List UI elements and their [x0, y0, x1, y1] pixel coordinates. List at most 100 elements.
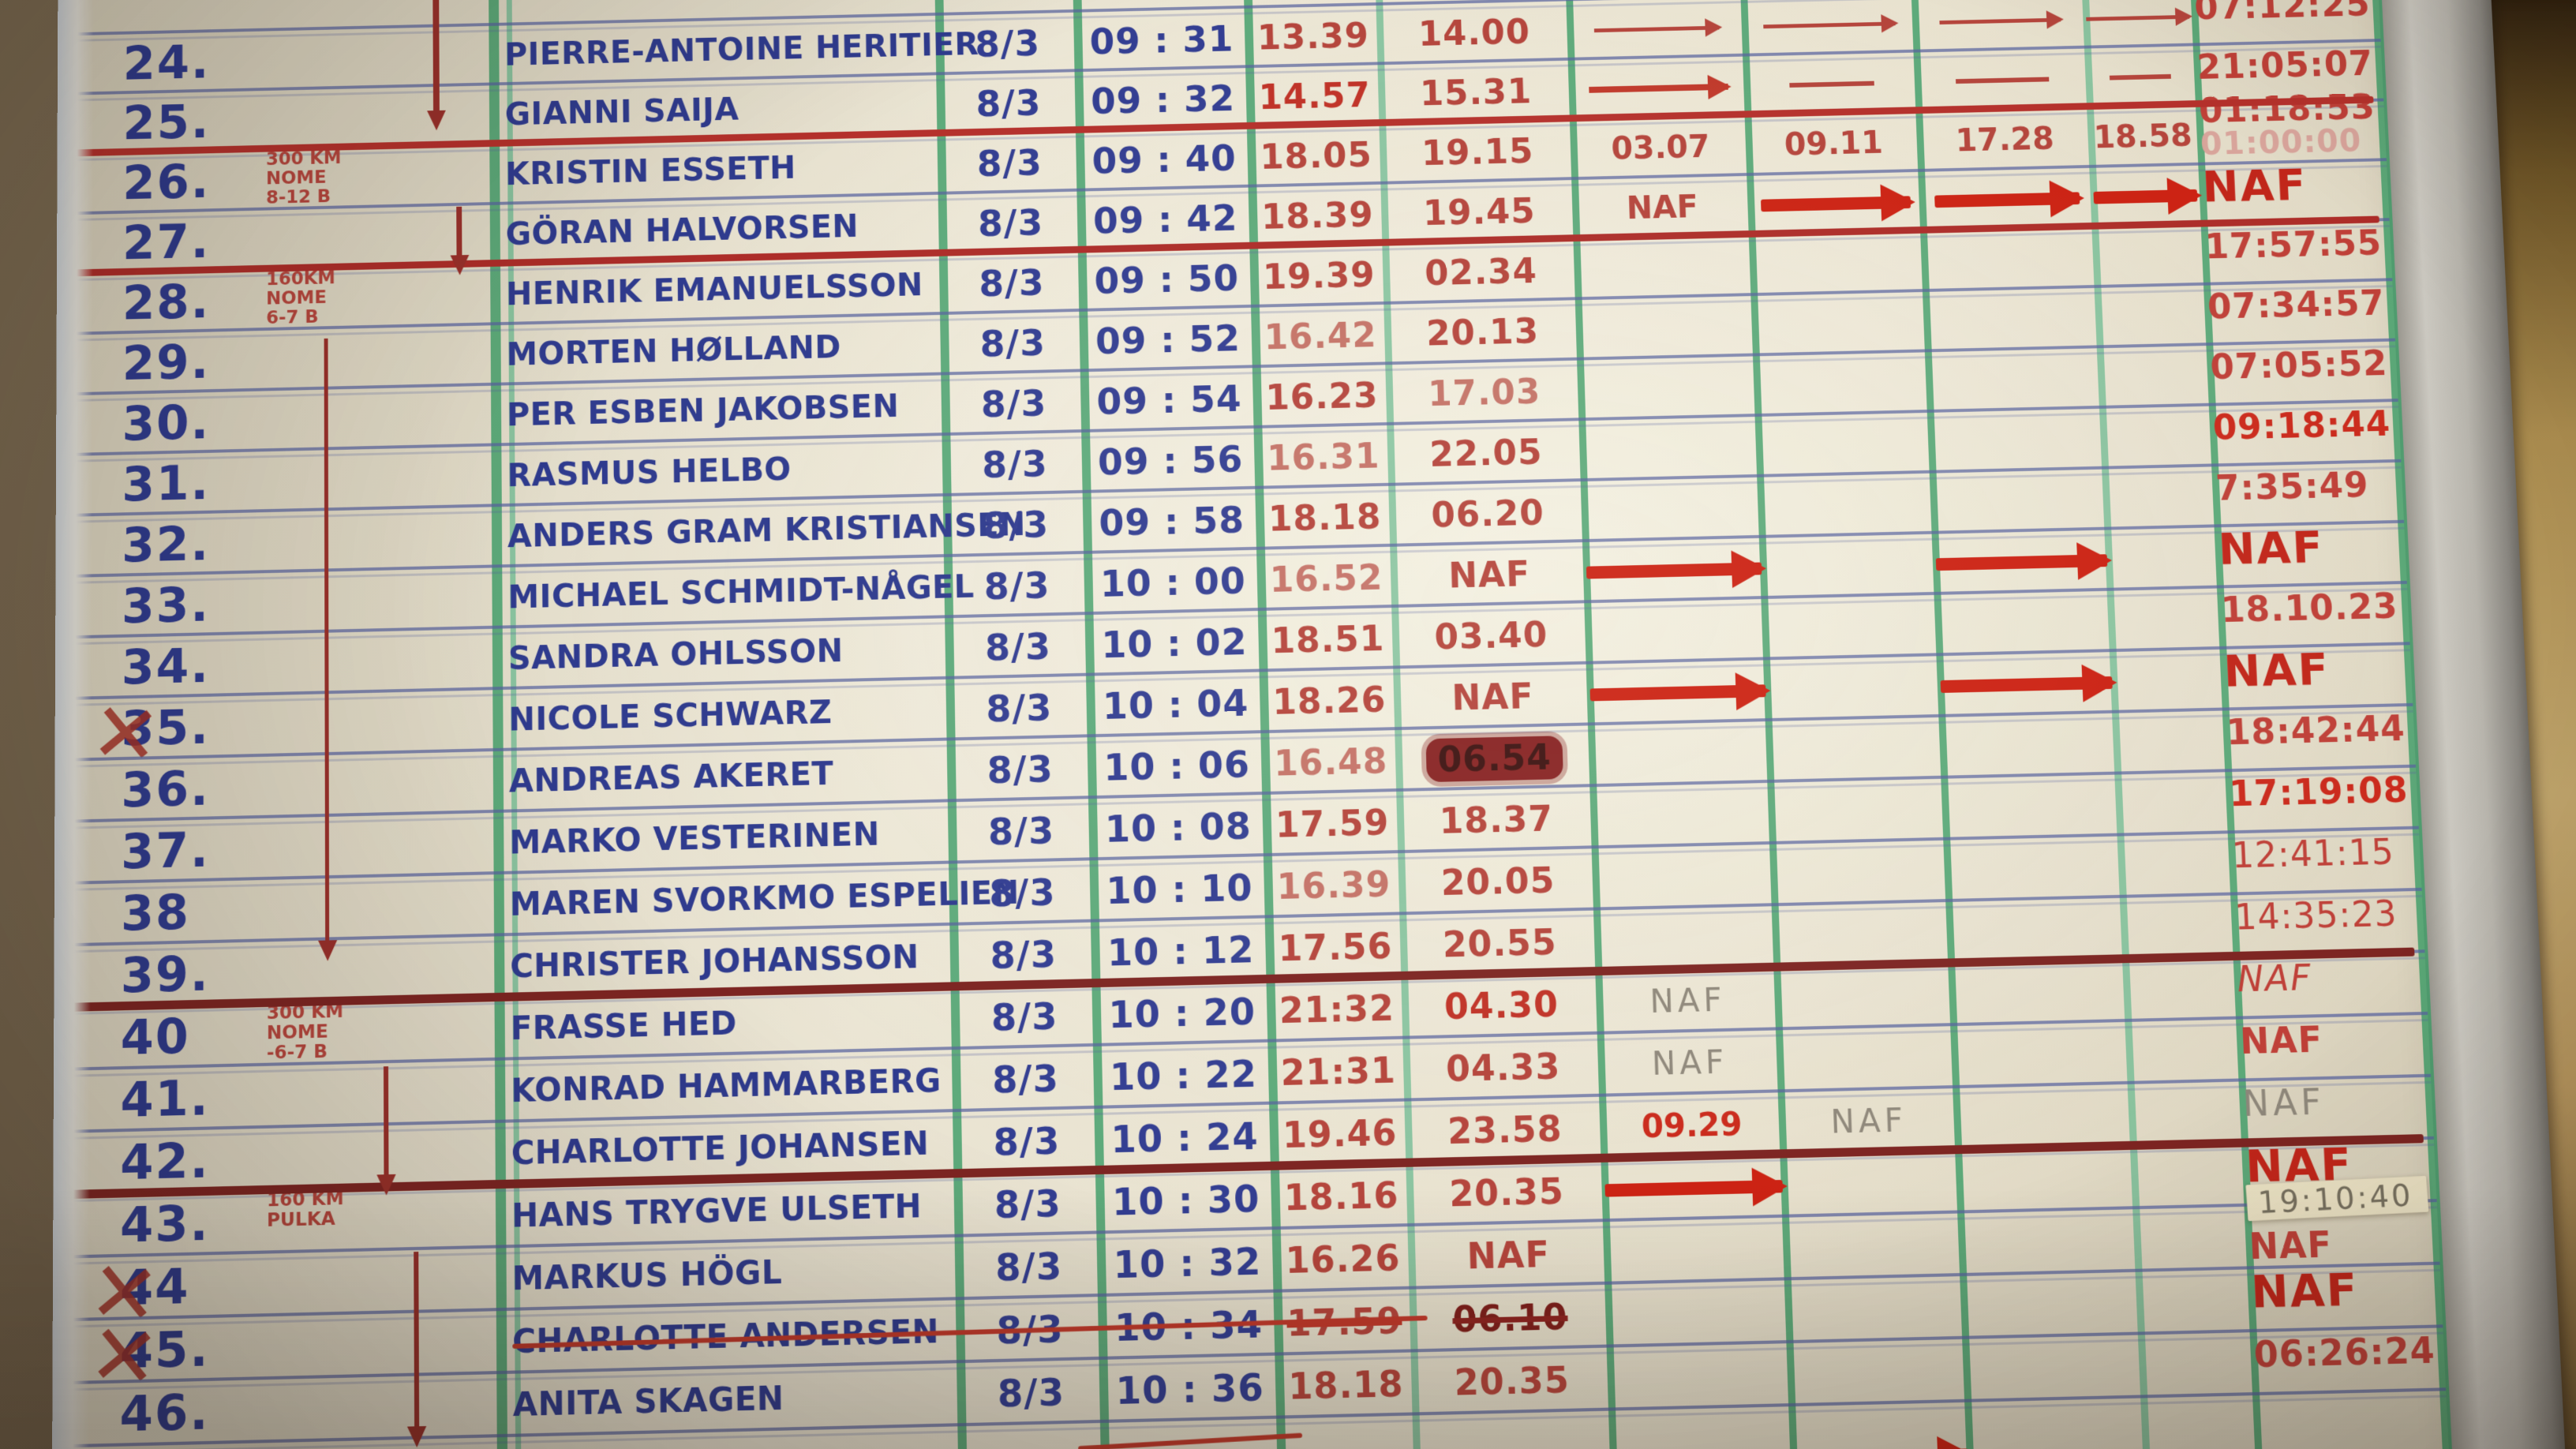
red-arrow-icon: [1589, 684, 1766, 702]
checkpoint-6-cell: [2139, 1270, 2248, 1335]
cell-text: 18.10.23: [2220, 586, 2399, 631]
cell-text: 07:34:57: [2207, 283, 2386, 328]
cell-text: 21:32: [1279, 987, 1395, 1032]
cell-text: 19.46: [1282, 1112, 1398, 1156]
checkpoint-4-cell: [1758, 413, 1931, 477]
checkpoint-2-cell: 20.35: [1414, 1348, 1611, 1416]
annotation-line: PULKA: [267, 1208, 335, 1231]
start-date-cell: 8/3: [940, 72, 1077, 135]
checkpoint-3-cell: [1586, 538, 1762, 603]
checkpoint-3-cell: [1582, 417, 1758, 481]
checkpoint-6-cell: [2095, 226, 2201, 288]
cell-text: 18.18: [1287, 1363, 1405, 1408]
checkpoint-1-cell: 18.18: [1258, 486, 1391, 550]
cell-text: 18.39: [1260, 195, 1375, 238]
checkpoint-5-cell: [1930, 409, 2103, 474]
cell-text: NAF: [2249, 1264, 2360, 1320]
start-date-cell: 8/3: [953, 860, 1092, 925]
cell-text: GIANNI SAIJA: [504, 92, 739, 133]
cell-text: NAF: [2217, 522, 2326, 576]
checkpoint-4-cell: [1789, 1339, 1966, 1406]
cell-text: 17:19:08: [2228, 769, 2409, 814]
checkpoint-4-cell: [1792, 1402, 1970, 1449]
checkpoint-2-cell: 18.37: [1399, 787, 1593, 853]
start-date-cell: 8/3: [939, 13, 1076, 75]
checkpoint-3-cell: [1604, 1155, 1784, 1222]
cell-text: 7:35:49: [2215, 465, 2370, 509]
checkpoint-6-cell: [2123, 896, 2231, 960]
red-down-arrow: [414, 1252, 420, 1430]
checkpoint-3-cell: [1589, 660, 1767, 725]
cell-text: 16.39: [1276, 863, 1391, 908]
start-time-cell: 10 : 30: [1099, 1167, 1274, 1234]
cell-text: NAF: [1651, 1044, 1728, 1083]
cell-text: 8/3: [990, 932, 1058, 978]
checkpoint-1-cell: 16.31: [1257, 425, 1391, 489]
cell-text: 8/3: [987, 809, 1055, 854]
cell-text: 21:31: [1280, 1050, 1397, 1094]
checkpoint-5-cell: [1933, 470, 2106, 534]
checkpoint-3-cell: [1610, 1343, 1791, 1410]
checkpoint-4-cell: [1746, 53, 1917, 117]
checkpoint-5-cell: [1958, 1147, 2134, 1214]
cell-text: 10 : 12: [1106, 927, 1255, 975]
cell-text: 8/3: [974, 22, 1041, 66]
checkpoint-6-cell: [2102, 406, 2209, 470]
checkpoint-3-cell: [1576, 236, 1752, 300]
start-time-cell: 10 : 22: [1096, 1043, 1271, 1109]
finish-time-cell: 14:35:23: [2233, 883, 2422, 949]
cell-text: 06.10: [1451, 1296, 1569, 1341]
cell-text: 30.: [122, 395, 211, 452]
checkpoint-6-cell: [2100, 346, 2207, 409]
cell-text: 10 : 32: [1113, 1239, 1262, 1287]
checkpoint-1-cell: 21:31: [1271, 1039, 1406, 1105]
checkpoint-1-cell: 21:32: [1269, 977, 1404, 1043]
cell-text: 21:05:07: [2196, 43, 2375, 88]
finish-time-cell: NAF: [2217, 515, 2404, 581]
cell-text: 20.05: [1440, 860, 1556, 904]
cell-text: 8/3: [990, 994, 1058, 1039]
cell-text: 8/3: [991, 1057, 1060, 1102]
cell-text: 8/3: [983, 503, 1050, 548]
finish-time-cell: 09:18:44: [2211, 394, 2398, 459]
start-date-cell: 8/3: [953, 923, 1093, 988]
checkpoint-4-cell: [1783, 1151, 1959, 1218]
cell-text: 09 : 40: [1091, 137, 1237, 182]
cell-text: 10 : 02: [1100, 620, 1249, 667]
cell-text: 27.: [122, 215, 211, 271]
checkpoint-5-cell: [1946, 837, 2121, 902]
checkpoint-2-cell: NAF: [1410, 1222, 1606, 1289]
checkpoint-1-cell: 18.51: [1261, 608, 1395, 672]
cell-text: CHRISTER JOHANSSON: [510, 938, 919, 986]
start-date-cell: 8/3: [956, 1046, 1096, 1112]
start-time-cell: 09 : 40: [1079, 128, 1250, 192]
start-time-cell: 09 : 50: [1081, 248, 1252, 312]
red-arrow-icon: [1763, 21, 1896, 28]
start-date-cell: 8/3: [943, 252, 1080, 315]
cell-text: RASMUS HELBO: [507, 451, 792, 495]
checkpoint-5-cell: [1921, 168, 2093, 232]
finish-time-cell: 07:12:25: [2193, 0, 2378, 39]
cell-text: NAF: [1447, 554, 1531, 596]
cell-text: 09 : 54: [1096, 377, 1243, 423]
finish-time-cell: NAF: [2201, 153, 2387, 217]
cell-text: MAREN SVORKMO ESPELIEN: [509, 874, 1020, 923]
checkpoint-5-cell: [1926, 288, 2099, 352]
cell-text: 06.54: [1425, 735, 1563, 782]
checkpoint-1-cell: 18.26: [1263, 668, 1397, 733]
red-arrow-icon: [1956, 77, 2050, 84]
red-arrow-icon: [2109, 73, 2172, 80]
cell-text: 18.51: [1270, 618, 1385, 661]
cell-text: 8/3: [981, 442, 1049, 486]
start-time-cell: 10 : 36: [1102, 1356, 1278, 1423]
cell-text: MARKUS HÖGL: [511, 1254, 783, 1298]
cell-text: 26.: [122, 155, 211, 211]
red-arrow-icon: [1935, 554, 2108, 571]
cell-text: 18.26: [1271, 680, 1387, 723]
checkpoint-6-cell: [2085, 0, 2191, 49]
cell-text: 20.35: [1453, 1359, 1571, 1404]
cell-text: 38: [121, 885, 190, 942]
cell-text: 10 : 00: [1099, 559, 1247, 605]
finish-time-cell: NAF: [2250, 1257, 2440, 1324]
start-time-cell: 10 : 20: [1095, 980, 1269, 1046]
